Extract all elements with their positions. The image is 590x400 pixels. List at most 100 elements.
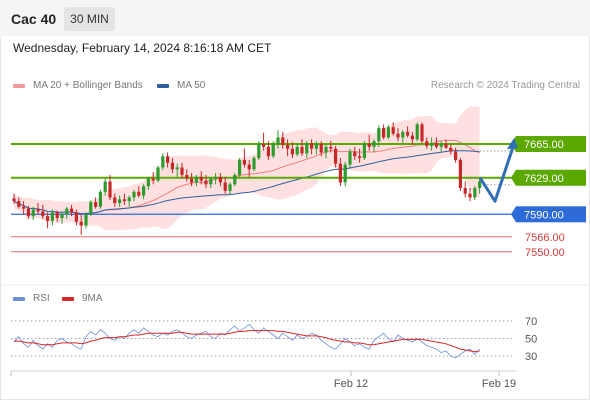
candle-body (382, 128, 386, 138)
candle-body (478, 181, 482, 189)
candle-body (247, 164, 251, 170)
candle-body (300, 146, 304, 154)
candle-body (209, 178, 213, 185)
candle-body (444, 144, 448, 148)
level-tag-1 (516, 169, 586, 186)
candle-body (238, 159, 242, 175)
level-tag-pointer (511, 206, 516, 223)
candle-body (348, 151, 352, 165)
research-credit: Research © 2024 Trading Central (430, 80, 580, 91)
candle-body (334, 148, 338, 164)
candle-body (473, 188, 477, 198)
legend-ma50: MA 50 (157, 80, 205, 91)
legend-rsi: RSI (13, 293, 50, 304)
candle-body (276, 137, 280, 145)
candle-body (60, 214, 64, 219)
candle-body (151, 178, 155, 181)
candle-body (127, 197, 131, 202)
legend-rsi-label: RSI (33, 293, 50, 304)
candle-body (463, 188, 467, 194)
scenario-arrow (478, 143, 516, 203)
candle-body (108, 181, 112, 198)
candle-body (406, 131, 410, 136)
candle-body (146, 178, 150, 187)
level-tag-pointer (511, 169, 516, 186)
rsi-line (13, 323, 480, 359)
candle-body (98, 191, 102, 207)
rsi-ma-line (14, 330, 480, 353)
candle-body (122, 199, 126, 202)
candle-body (324, 146, 328, 153)
candle-body (310, 143, 314, 149)
candle-body (142, 186, 146, 196)
candle-body (329, 146, 333, 149)
candle-body (31, 209, 35, 217)
candle-body (338, 163, 342, 183)
rsi-tick-label: 50 (525, 334, 537, 346)
candle-body (458, 159, 462, 189)
legend-rsi-ma-label: 9MA (82, 293, 103, 304)
legend-bollinger: MA 20 + Bollinger Bands (13, 80, 143, 91)
instrument-title: Cac 40 (11, 11, 57, 27)
candle-body (89, 202, 93, 215)
candle-body (17, 201, 21, 207)
candle-body (199, 176, 203, 181)
candle-body (468, 193, 472, 198)
candle-body (271, 144, 275, 157)
candle-body (415, 124, 419, 140)
legend-ma50-label: MA 50 (177, 80, 206, 91)
candle-body (36, 209, 40, 212)
candle-body (214, 176, 218, 179)
legend-bollinger-label: MA 20 + Bollinger Bands (33, 80, 143, 91)
level-label-1: 7629.00 (524, 173, 564, 185)
candle-body (84, 214, 88, 226)
candle-body (314, 144, 318, 149)
candle-body (74, 212, 78, 222)
chart-datetime: Wednesday, February 14, 2024 8:16:18 AM … (13, 41, 272, 55)
candle-body (252, 158, 256, 170)
candle-body (295, 146, 299, 155)
candle-body (41, 211, 45, 217)
candle-body (305, 143, 309, 154)
candle-body (257, 144, 261, 159)
level-label-2: 7590.00 (524, 209, 564, 221)
candle-body (156, 167, 160, 181)
candle-body (430, 143, 434, 146)
candle-body (137, 191, 141, 196)
candle-body (228, 184, 232, 191)
candle-body (218, 176, 222, 183)
candle-body (175, 167, 179, 170)
candle-body (65, 208, 69, 215)
level-label-3: 7566.00 (525, 232, 565, 244)
rsi-tick-label: 30 (525, 351, 537, 363)
candle-body (425, 141, 429, 146)
candle-body (262, 144, 266, 147)
candle-body (180, 167, 184, 175)
scenario-arrowhead-icon (507, 138, 518, 150)
candle-body (286, 144, 290, 149)
candle-body (79, 221, 83, 226)
candle-body (372, 141, 376, 147)
candle-body (449, 147, 453, 152)
candle-body (319, 144, 323, 153)
candle-body (12, 198, 16, 202)
candle-body (46, 216, 50, 221)
candle-body (113, 197, 117, 204)
timeframe-button[interactable]: 30 MIN (64, 7, 115, 31)
rsi-ma-swatch-icon (62, 296, 74, 301)
rsi-tick-label: 70 (525, 316, 537, 328)
candle-body (185, 174, 189, 179)
candle-body (266, 146, 270, 157)
candle-body (353, 151, 357, 157)
candle-body (50, 212, 54, 221)
candle-body (290, 148, 294, 155)
candle-body (170, 162, 174, 170)
header-bar: Cac 40 30 MIN (0, 0, 590, 36)
candle-body (386, 127, 390, 138)
candle-body (454, 151, 458, 160)
candle-body (439, 144, 443, 147)
candle-body (242, 159, 246, 165)
candle-body (391, 127, 395, 134)
bollinger-swatch-icon (13, 83, 25, 88)
